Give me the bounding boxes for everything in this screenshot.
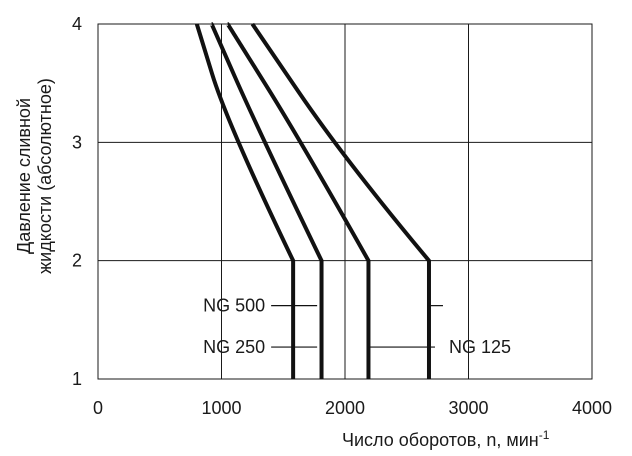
x-tick-label: 2000: [325, 398, 365, 418]
grid: [97, 23, 593, 380]
series-curve: [225, 22, 371, 379]
annotation-label: NG 125: [449, 337, 511, 357]
y-axis-label-line2: жидкости (абсолютное): [35, 78, 55, 274]
annotations: NG 500 NG 250 NG 125: [203, 296, 511, 357]
x-axis-label-exponent: -1: [538, 428, 550, 442]
tick-labels: 0 1000 2000 3000 4000 1 2 3 4: [72, 14, 612, 418]
y-tick-label: 1: [72, 369, 82, 389]
y-tick-label: 4: [72, 14, 82, 34]
annotation-label: NG 250: [203, 337, 265, 357]
x-axis-label: Число оборотов, n, мин-1: [342, 428, 549, 451]
curves: [194, 22, 431, 379]
y-axis-label-line1: Давление сливной: [14, 98, 34, 254]
x-axis-label-main: Число оборотов, n, мин: [342, 430, 539, 450]
x-tick-label: 3000: [448, 398, 488, 418]
y-tick-label: 3: [72, 132, 82, 152]
x-tick-label: 1000: [201, 398, 241, 418]
series-curve: [194, 23, 296, 379]
x-tick-label: 4000: [572, 398, 612, 418]
series-curve: [250, 22, 431, 379]
series-curve: [209, 23, 324, 379]
y-tick-label: 2: [72, 251, 82, 271]
annotation-label: NG 500: [203, 296, 265, 316]
x-tick-label: 0: [93, 398, 103, 418]
